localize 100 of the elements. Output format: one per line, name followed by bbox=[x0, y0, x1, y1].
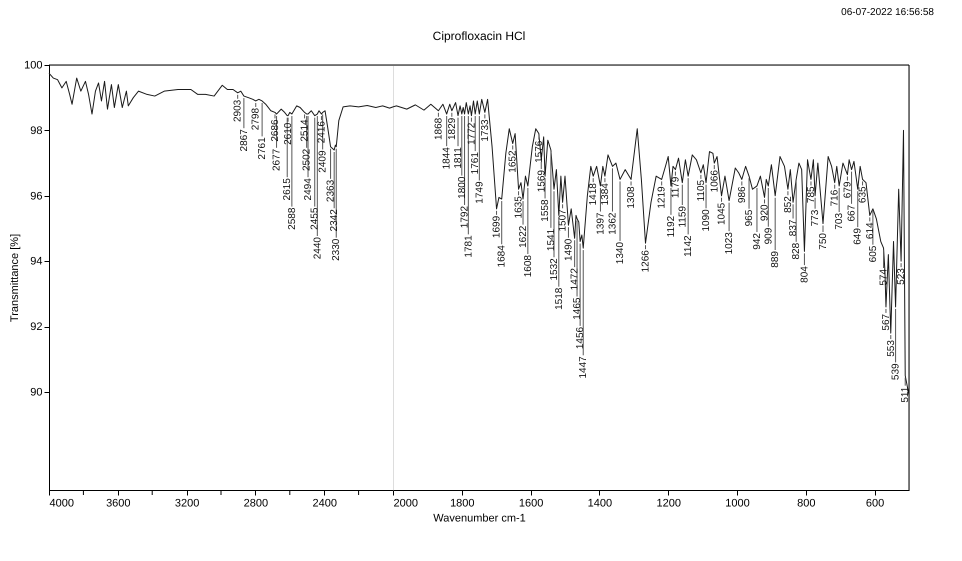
chart-title: Ciprofloxacin HCl bbox=[432, 29, 526, 43]
annotation: 1362 bbox=[607, 212, 618, 235]
x-tick-label: 800 bbox=[797, 498, 816, 510]
annotation: 716 bbox=[830, 189, 841, 206]
annotation: 828 bbox=[791, 242, 802, 260]
annotation: 965 bbox=[744, 209, 756, 226]
annotation: 837 bbox=[788, 219, 800, 236]
annotation: 1569 bbox=[536, 170, 548, 192]
x-tick-label: 1400 bbox=[588, 498, 612, 510]
annotation: 1761 bbox=[470, 152, 482, 174]
annotation: 1179 bbox=[670, 176, 682, 198]
annotation: 1418 bbox=[588, 182, 600, 206]
x-tick-label: 600 bbox=[866, 498, 884, 510]
annotation: 2514 bbox=[300, 118, 311, 142]
annotation: 804 bbox=[799, 266, 810, 283]
y-tick-label: 96 bbox=[30, 190, 42, 202]
annotation: 2867 bbox=[238, 128, 250, 152]
annotation: 1142 bbox=[683, 234, 694, 257]
annotation: 2416 bbox=[316, 120, 328, 144]
x-tick-label: 1200 bbox=[656, 498, 681, 510]
annotation: 2409 bbox=[318, 150, 329, 173]
x-tick-label: 2800 bbox=[244, 498, 268, 510]
annotation: 1811 bbox=[453, 146, 464, 169]
y-tick-label: 92 bbox=[30, 321, 42, 334]
x-tick-label: 1600 bbox=[518, 498, 544, 510]
annotation: 667 bbox=[846, 204, 858, 222]
annotation: 1090 bbox=[701, 208, 712, 232]
annotation: 785 bbox=[806, 186, 817, 204]
x-tick-label: 2400 bbox=[312, 498, 337, 510]
text: 06-07-2022 16:56:58 bbox=[841, 7, 934, 18]
annotation: 1635 bbox=[514, 196, 525, 218]
y-tick-label: 90 bbox=[30, 386, 42, 398]
annotation: 852 bbox=[782, 196, 794, 213]
annotation: 1844 bbox=[442, 146, 453, 170]
annotation: 605 bbox=[868, 245, 879, 262]
annotation: 1266 bbox=[640, 250, 652, 272]
annotation: 1532 bbox=[548, 258, 560, 281]
annotation: 649 bbox=[852, 228, 864, 245]
annotation: 1384 bbox=[600, 182, 611, 206]
annotation: 1066 bbox=[709, 170, 720, 192]
annotation: 942 bbox=[752, 232, 763, 250]
annotation: 1023 bbox=[724, 232, 736, 254]
annotation: 614 bbox=[864, 222, 876, 240]
annotation: 2440 bbox=[312, 236, 324, 260]
annotation: 2494 bbox=[303, 178, 314, 200]
annotation: 1465 bbox=[572, 297, 584, 320]
annotation: 703 bbox=[834, 212, 846, 230]
x-tick-label: 1800 bbox=[450, 498, 475, 510]
x-tick-label: 1000 bbox=[725, 498, 750, 510]
annotation: 2588 bbox=[286, 207, 298, 230]
annotation: 1105 bbox=[696, 179, 707, 202]
annotation: 750 bbox=[818, 232, 829, 250]
annotation: 1792 bbox=[460, 206, 471, 228]
annotation: 1608 bbox=[522, 254, 534, 278]
annotation: 986 bbox=[736, 186, 748, 204]
annotation: 1684 bbox=[496, 244, 508, 268]
annotation: 567 bbox=[880, 313, 892, 331]
x-axis-title: Wavenumber cm-1 bbox=[433, 512, 526, 524]
annotation: 2903 bbox=[232, 99, 244, 122]
x-tick-label: 3200 bbox=[174, 498, 200, 510]
annotation: 2615 bbox=[282, 178, 294, 200]
annotation: 1518 bbox=[554, 287, 565, 310]
annotation: 2761 bbox=[257, 136, 268, 160]
annotation: 1219 bbox=[656, 186, 668, 209]
annotation: 1772 bbox=[466, 122, 478, 145]
annotation: 1541 bbox=[546, 228, 557, 252]
annotation: 1308 bbox=[626, 186, 638, 209]
annotation: 1447 bbox=[578, 356, 590, 379]
annotation: 1472 bbox=[570, 268, 581, 290]
annotation: 1800 bbox=[456, 176, 468, 199]
x-tick-label: 3600 bbox=[106, 498, 131, 510]
annotation: 889 bbox=[770, 250, 782, 268]
annotation: 1781 bbox=[463, 234, 474, 258]
annotation: 635 bbox=[858, 186, 869, 204]
annotation: 539 bbox=[890, 362, 902, 380]
annotation: 511 bbox=[900, 386, 912, 403]
annotation: 1733 bbox=[480, 118, 491, 142]
annotation: 574 bbox=[878, 268, 890, 286]
annotation: 523 bbox=[896, 268, 908, 285]
annotation: 2342 bbox=[329, 208, 340, 232]
annotation: 1576 bbox=[534, 140, 545, 163]
annotation: 2610 bbox=[283, 122, 294, 145]
annotation: 1652 bbox=[508, 150, 519, 173]
annotation: 1558 bbox=[540, 199, 552, 222]
annotation: 909 bbox=[763, 227, 774, 244]
annotation: 679 bbox=[842, 181, 854, 198]
annotation: 1490 bbox=[563, 238, 574, 261]
annotation: 2686 bbox=[270, 118, 282, 142]
annotation: 1622 bbox=[518, 225, 530, 248]
annotation: 1699 bbox=[492, 215, 503, 238]
x-tick-label: 4000 bbox=[50, 498, 74, 510]
annotation: 1868 bbox=[433, 117, 444, 140]
y-tick-label: 100 bbox=[24, 60, 42, 72]
annotation: 2363 bbox=[326, 179, 337, 202]
annotation: 1829 bbox=[446, 117, 458, 140]
annotation: 553 bbox=[886, 340, 897, 357]
annotation: 2455 bbox=[310, 207, 321, 230]
annotation: 920 bbox=[760, 204, 771, 222]
annotation: 1045 bbox=[716, 202, 728, 226]
annotation: 1456 bbox=[575, 326, 586, 350]
